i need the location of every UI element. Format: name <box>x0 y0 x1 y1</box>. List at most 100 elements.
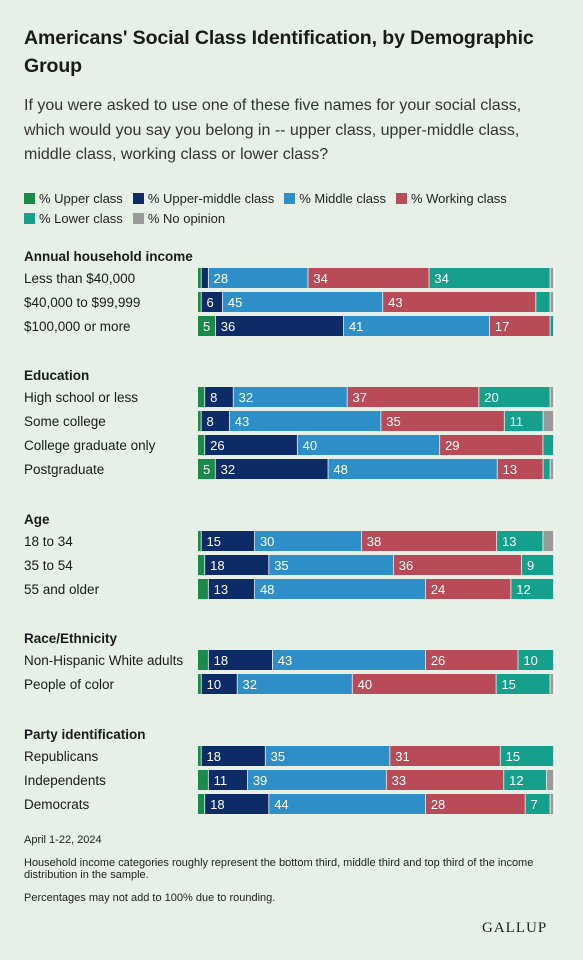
data-label-upper: 5 <box>203 319 210 334</box>
data-label-upper: 5 <box>203 462 210 477</box>
bar-segment-upper-middle <box>201 411 230 431</box>
data-label-upper-middle: 6 <box>207 295 214 310</box>
data-label-working: 38 <box>367 534 381 549</box>
bar-segment-lower <box>479 387 551 407</box>
bar-segment-working <box>352 674 497 694</box>
bar-segment-middle <box>237 674 353 694</box>
data-label-middle: 32 <box>239 390 253 405</box>
data-label-middle: 30 <box>260 534 274 549</box>
bar-segment-middle <box>343 316 490 336</box>
data-label-lower: 9 <box>527 558 534 573</box>
row-label-100-000-or-more: $100,000 or more <box>24 319 131 334</box>
data-label-middle: 43 <box>235 414 249 429</box>
bar-segment-lower <box>497 531 544 551</box>
segment-separator <box>553 459 555 479</box>
bar-segment-upper <box>198 387 206 407</box>
bar-segment-upper <box>198 316 216 336</box>
data-label-working: 34 <box>313 271 327 286</box>
bar-segment-middle <box>254 579 426 599</box>
bar-segment-working <box>361 531 498 551</box>
bar-segment-lower <box>429 268 551 288</box>
bar-segment-no-opinion <box>550 794 554 814</box>
bar-segment-middle <box>269 555 394 575</box>
segment-separator <box>553 292 555 312</box>
bar-segment-upper-middle <box>201 292 223 312</box>
data-label-upper-middle: 15 <box>207 534 221 549</box>
bar-segment-middle <box>222 292 384 312</box>
row-label-people-of-color: People of color <box>24 677 115 692</box>
bar-segment-lower <box>525 794 551 814</box>
data-label-upper-middle: 13 <box>214 582 228 597</box>
legend-row-1: % Upper class % Upper-middle class % Mid… <box>24 188 564 208</box>
bar-segment-lower <box>500 746 554 766</box>
bar-segment-working <box>440 435 544 455</box>
group-heading-age: Age <box>24 512 50 527</box>
data-label-middle: 48 <box>260 582 274 597</box>
data-label-working: 29 <box>445 438 459 453</box>
bar-segment-working <box>425 579 512 599</box>
group-heading-annual-household-income: Annual household income <box>24 249 193 264</box>
data-label-lower: 12 <box>516 582 530 597</box>
bar-segment-upper-middle <box>201 268 209 288</box>
row-label-high-school-or-less: High school or less <box>24 390 138 405</box>
data-label-middle: 44 <box>274 797 288 812</box>
bar-segment-lower <box>496 674 551 694</box>
bar-segment-lower <box>518 650 554 670</box>
segment-separator <box>553 531 555 551</box>
data-label-middle: 41 <box>349 319 363 334</box>
data-label-middle: 43 <box>278 653 292 668</box>
bar-segment-upper <box>198 794 206 814</box>
data-label-upper-middle: 18 <box>210 558 224 573</box>
row-label-18-to-34: 18 to 34 <box>24 534 73 549</box>
data-label-upper-middle: 18 <box>214 653 228 668</box>
data-label-upper-middle: 8 <box>210 390 217 405</box>
data-label-middle: 35 <box>271 749 285 764</box>
row-label-democrats: Democrats <box>24 797 90 812</box>
row-label-non-hispanic-white-adults: Non-Hispanic White adults <box>24 653 183 668</box>
bar-segment-middle <box>297 435 441 455</box>
chart-subtitle: If you were asked to use one of these fi… <box>24 97 522 163</box>
data-label-lower: 34 <box>434 271 448 286</box>
bar-segment-no-opinion <box>550 459 554 479</box>
bar-segment-upper-middle <box>201 746 266 766</box>
legend-swatch-upper <box>24 192 35 204</box>
data-label-middle: 45 <box>228 295 242 310</box>
legend-item-upper: % Upper class <box>24 191 123 206</box>
bar-segment-lower <box>521 555 554 575</box>
data-label-lower: 20 <box>484 390 498 405</box>
bar-segment-no-opinion <box>543 411 554 431</box>
bar-segment-upper <box>198 555 206 575</box>
legend-label-middle: % Middle class <box>299 190 386 206</box>
legend: % Upper class % Upper-middle class % Mid… <box>24 188 564 228</box>
bar-segment-lower <box>511 579 554 599</box>
row-label-some-college: Some college <box>24 414 106 429</box>
data-label-working: 17 <box>495 319 509 334</box>
segment-separator <box>553 674 555 694</box>
segment-separator <box>553 579 555 599</box>
bar-segment-upper <box>198 531 202 551</box>
bar-segment-working <box>390 746 501 766</box>
data-label-lower: 15 <box>506 749 520 764</box>
bar-segment-upper <box>198 459 216 479</box>
segment-separator <box>553 387 555 407</box>
legend-swatch-middle <box>284 192 296 204</box>
bar-segment-middle <box>269 794 426 814</box>
data-label-lower: 15 <box>501 677 515 692</box>
bar-segment-working <box>425 650 519 670</box>
rounding-note: Percentages may not add to 100% due to r… <box>24 892 276 904</box>
data-label-middle: 48 <box>333 462 347 477</box>
bar-segment-working <box>497 459 544 479</box>
segment-separator <box>553 316 555 336</box>
bar-segment-upper <box>198 770 209 790</box>
survey-date: April 1-22, 2024 <box>24 834 102 846</box>
bar-segment-middle <box>208 268 309 288</box>
bar-segment-middle <box>233 387 348 407</box>
data-label-upper-middle: 10 <box>207 677 221 692</box>
legend-swatch-working <box>395 192 407 204</box>
bar-segment-middle <box>272 650 426 670</box>
data-label-upper-middle: 32 <box>221 462 235 477</box>
legend-swatch-lower <box>24 212 35 224</box>
data-label-lower: 10 <box>523 653 537 668</box>
data-label-upper-middle: 26 <box>210 438 224 453</box>
